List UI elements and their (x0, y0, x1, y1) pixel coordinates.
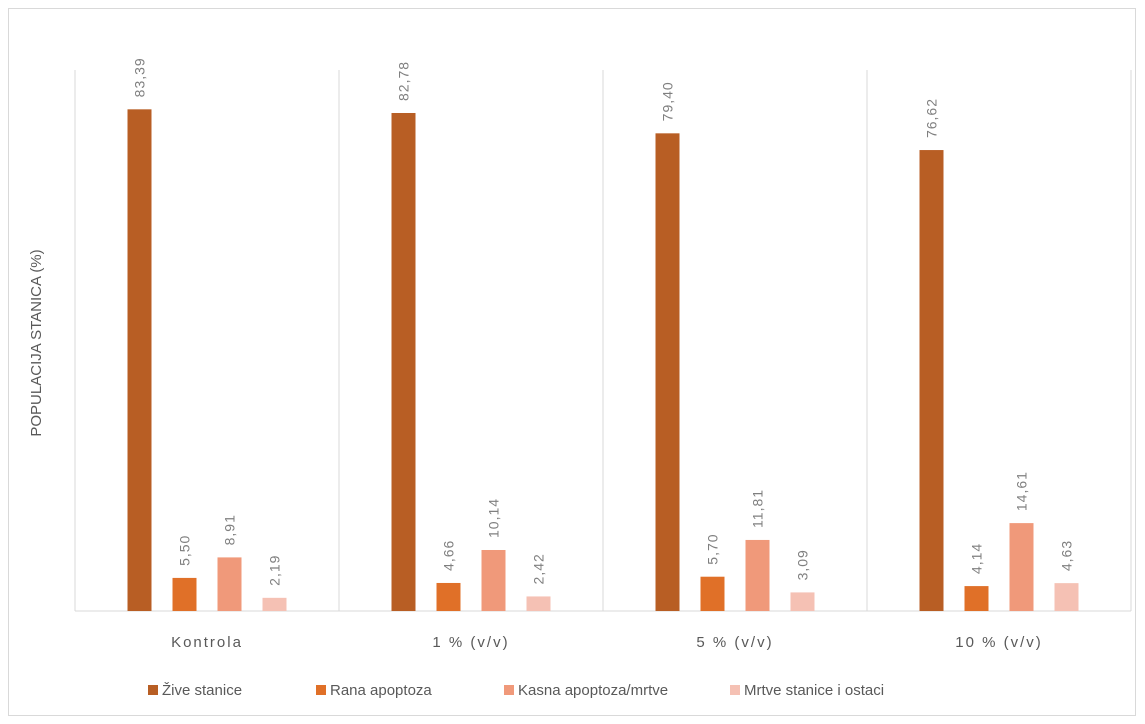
data-label: 11,81 (750, 489, 766, 528)
bar (526, 596, 551, 611)
bar (391, 112, 416, 612)
bar (745, 539, 770, 611)
bar (790, 592, 815, 611)
legend-entry: Kasna apoptoza/mrtve (518, 682, 668, 699)
bar (919, 150, 944, 611)
legend-swatch (730, 685, 740, 695)
y-axis-label: POPULACIJA STANICA (%) (28, 249, 45, 436)
bar (655, 133, 680, 612)
category-tick-label: 10 % (v/v) (955, 634, 1043, 651)
legend-swatch (316, 685, 326, 695)
data-label: 14,61 (1014, 471, 1030, 511)
data-label: 4,63 (1059, 540, 1075, 571)
legend-swatch (148, 685, 158, 695)
bar (700, 576, 725, 611)
data-label: 3,09 (795, 549, 811, 580)
bar (481, 549, 506, 611)
data-label: 83,39 (132, 57, 148, 97)
data-label: 2,42 (531, 553, 547, 584)
bar (217, 557, 242, 611)
bar (964, 586, 989, 611)
category-tick-label: 5 % (v/v) (696, 634, 773, 651)
legend-entry: Rana apoptoza (330, 682, 432, 699)
data-label: 76,62 (924, 98, 940, 138)
data-label: 4,14 (969, 543, 985, 574)
legend-swatch (504, 685, 514, 695)
legend-entry: Žive stanice (162, 682, 242, 699)
category-tick-label: 1 % (v/v) (432, 634, 509, 651)
data-label: 5,70 (705, 533, 721, 564)
legend-entry: Mrtve stanice i ostaci (744, 682, 884, 699)
data-label: 2,19 (267, 555, 283, 586)
data-label: 5,50 (177, 535, 193, 566)
bar (1009, 523, 1034, 611)
data-label: 82,78 (396, 61, 412, 101)
data-label: 79,40 (660, 81, 676, 121)
bar (127, 109, 152, 612)
bar (1054, 583, 1079, 611)
data-label: 4,66 (441, 540, 457, 571)
data-label: 10,14 (486, 498, 502, 538)
bar (262, 597, 287, 611)
bar (172, 577, 197, 611)
category-tick-label: Kontrola (171, 634, 243, 651)
bar (436, 582, 461, 611)
data-label: 8,91 (222, 514, 238, 545)
